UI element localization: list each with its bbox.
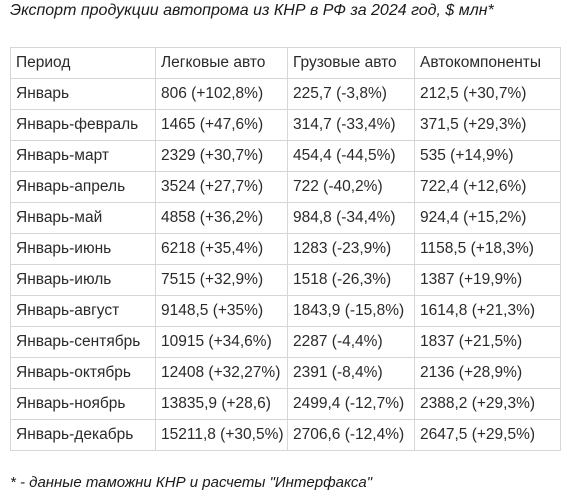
cell-trucks: 314,7 (-33,4%) <box>287 109 415 141</box>
table-row: Январь-июнь 6218 (+35,4%) 1283 (-23,9%) 115… <box>10 233 561 265</box>
cell-auto-components: 1837 (+21,5%) <box>414 326 561 358</box>
cell-period: Январь <box>10 78 156 110</box>
cell-trucks: 722 (-40,2%) <box>287 171 415 203</box>
table-row: Январь-май 4858 (+36,2%) 984,8 (-34,4%) 924… <box>10 202 561 234</box>
cell-auto-components: 924,4 (+15,2%) <box>414 202 561 234</box>
cell-auto-components: 2136 (+28,9%) <box>414 357 561 389</box>
cell-period: Январь-февраль <box>10 109 156 141</box>
cell-auto-components: 2647,5 (+29,5%) <box>414 419 561 451</box>
cell-trucks: 225,7 (-3,8%) <box>287 78 415 110</box>
cell-auto-components: 1614,8 (+21,3%) <box>414 295 561 327</box>
cell-period: Январь-апрель <box>10 171 156 203</box>
cell-trucks: 1283 (-23,9%) <box>287 233 415 265</box>
cell-trucks: 454,4 (-44,5%) <box>287 140 415 172</box>
cell-trucks: 1843,9 (-15,8%) <box>287 295 415 327</box>
cell-trucks: 2391 (-8,4%) <box>287 357 415 389</box>
table-row: Январь-сентябрь 10915 (+34,6%) 2287 (-4,4%… <box>10 326 561 358</box>
cell-auto-components: 371,5 (+29,3%) <box>414 109 561 141</box>
cell-passenger-cars: 12408 (+32,27%) <box>155 357 288 389</box>
table-row: Январь-июль 7515 (+32,9%) 1518 (-26,3%) 138… <box>10 264 561 296</box>
cell-period: Январь-сентябрь <box>10 326 156 358</box>
cell-period: Январь-май <box>10 202 156 234</box>
cell-passenger-cars: 6218 (+35,4%) <box>155 233 288 265</box>
cell-trucks: 2706,6 (-12,4%) <box>287 419 415 451</box>
header-auto-components: Автокомпоненты <box>414 47 561 79</box>
cell-period: Январь-август <box>10 295 156 327</box>
table-row: Январь-март 2329 (+30,7%) 454,4 (-44,5%) 53… <box>10 140 561 172</box>
cell-period: Январь-июнь <box>10 233 156 265</box>
table-row: Январь-ноябрь 13835,9 (+28,6) 2499,4 (-12,… <box>10 388 561 420</box>
cell-passenger-cars: 7515 (+32,9%) <box>155 264 288 296</box>
cell-auto-components: 2388,2 (+29,3%) <box>414 388 561 420</box>
page-title: Экспорт продукции автопрома из КНР в РФ … <box>10 2 494 19</box>
cell-auto-components: 535 (+14,9%) <box>414 140 561 172</box>
header-trucks: Грузовые авто <box>287 47 415 79</box>
cell-auto-components: 722,4 (+12,6%) <box>414 171 561 203</box>
header-passenger-cars: Легковые авто <box>155 47 288 79</box>
table-row: Январь 806 (+102,8%) 225,7 (-3,8%) 212,5 (+… <box>10 78 561 110</box>
table-row: Январь-декабрь 15211,8 (+30,5%) 2706,6 (-1… <box>10 419 561 451</box>
table-row: Январь-август 9148,5 (+35%) 1843,9 (-15,8%… <box>10 295 561 327</box>
cell-passenger-cars: 15211,8 (+30,5%) <box>155 419 288 451</box>
cell-period: Январь-октябрь <box>10 357 156 389</box>
export-table: Период Легковые авто Грузовые авто Авток… <box>10 47 561 451</box>
table-header-row: Период Легковые авто Грузовые авто Авток… <box>10 47 561 79</box>
cell-auto-components: 1387 (+19,9%) <box>414 264 561 296</box>
cell-period: Январь-декабрь <box>10 419 156 451</box>
table-body: Январь 806 (+102,8%) 225,7 (-3,8%) 212,5 (+… <box>10 78 561 451</box>
cell-passenger-cars: 10915 (+34,6%) <box>155 326 288 358</box>
cell-passenger-cars: 3524 (+27,7%) <box>155 171 288 203</box>
cell-passenger-cars: 9148,5 (+35%) <box>155 295 288 327</box>
table-row: Январь-февраль 1465 (+47,6%) 314,7 (-33,4%… <box>10 109 561 141</box>
footnote: * - данные таможни КНР и расчеты "Интерф… <box>10 474 373 491</box>
table-row: Январь-апрель 3524 (+27,7%) 722 (-40,2%) 72… <box>10 171 561 203</box>
cell-period: Январь-июль <box>10 264 156 296</box>
cell-passenger-cars: 2329 (+30,7%) <box>155 140 288 172</box>
cell-auto-components: 1158,5 (+18,3%) <box>414 233 561 265</box>
cell-passenger-cars: 13835,9 (+28,6) <box>155 388 288 420</box>
cell-passenger-cars: 1465 (+47,6%) <box>155 109 288 141</box>
cell-trucks: 2287 (-4,4%) <box>287 326 415 358</box>
header-period: Период <box>10 47 156 79</box>
table-row: Январь-октябрь 12408 (+32,27%) 2391 (-8,4%… <box>10 357 561 389</box>
cell-auto-components: 212,5 (+30,7%) <box>414 78 561 110</box>
cell-trucks: 984,8 (-34,4%) <box>287 202 415 234</box>
cell-trucks: 1518 (-26,3%) <box>287 264 415 296</box>
cell-passenger-cars: 806 (+102,8%) <box>155 78 288 110</box>
cell-trucks: 2499,4 (-12,7%) <box>287 388 415 420</box>
cell-passenger-cars: 4858 (+36,2%) <box>155 202 288 234</box>
cell-period: Январь-ноябрь <box>10 388 156 420</box>
cell-period: Январь-март <box>10 140 156 172</box>
